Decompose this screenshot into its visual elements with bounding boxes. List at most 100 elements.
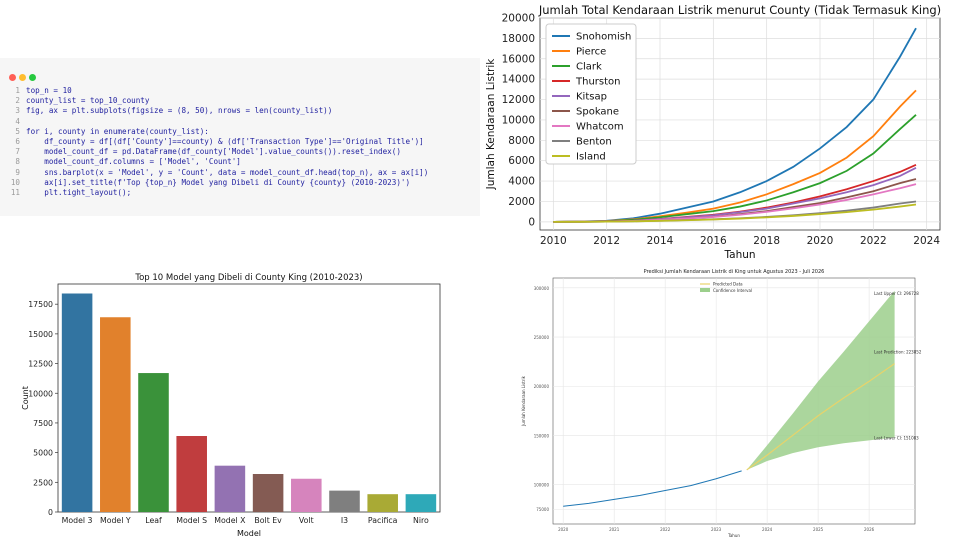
x-tick-label: Model Y (100, 516, 131, 525)
bar (367, 494, 398, 512)
legend-label: Spokane (576, 107, 619, 118)
bar (138, 373, 169, 512)
bar (405, 494, 437, 512)
x-tick-label: Model 3 (62, 516, 93, 525)
bar (291, 478, 322, 512)
y-tick-label: 10000 (502, 114, 535, 126)
y-tick-label: 100000 (534, 483, 550, 488)
code-line: 9 sns.barplot(x = 'Model', y = 'Count', … (8, 168, 428, 178)
x-tick-label: 2026 (864, 527, 875, 532)
y-tick-label: 8000 (508, 135, 535, 147)
code-text: model_count_df.columns = ['Model', 'Coun… (26, 157, 241, 167)
line-number: 7 (15, 147, 20, 157)
line-number: 3 (15, 106, 20, 116)
x-tick-label: Bolt Ev (254, 516, 282, 525)
y-axis-label: Jumlah Kendaraan Listrik (485, 58, 497, 191)
maximize-dot-icon (29, 74, 36, 81)
x-axis-label: Tahun (723, 249, 755, 261)
legend-label: Confidence Interval (713, 288, 752, 293)
y-tick-label: 6000 (508, 155, 535, 167)
y-tick-label: 300000 (534, 286, 550, 291)
line-number: 4 (15, 116, 20, 126)
x-tick-label: Model S (176, 516, 207, 525)
x-tick-label: 2010 (540, 235, 567, 247)
y-tick-label: 0 (528, 216, 535, 228)
y-tick-label: 12500 (28, 360, 53, 369)
code-text: ax[i].set_title(f'Top {top_n} Model yang… (26, 177, 411, 187)
y-tick-label: 200000 (534, 384, 550, 389)
y-tick-label: 10000 (28, 389, 53, 398)
code-text: sns.barplot(x = 'Model', y = 'Count', da… (26, 167, 429, 177)
y-tick-label: 15000 (28, 330, 53, 339)
prediction-line (746, 363, 895, 471)
x-tick-label: 2025 (813, 527, 824, 532)
legend-label: Whatcom (576, 122, 624, 133)
code-text: model_count_df = pd.DataFrame(df_county[… (26, 147, 401, 157)
y-tick-label: 7500 (33, 419, 53, 428)
bar (100, 317, 131, 512)
y-tick-label: 4000 (508, 176, 535, 188)
chart-title: Jumlah Total Kendaraan Listrik menurut C… (538, 3, 941, 17)
y-tick-label: 17500 (28, 300, 53, 309)
code-line: 7 model_count_df = pd.DataFrame(df_count… (8, 147, 428, 157)
minimize-dot-icon (19, 74, 26, 81)
line-number: 9 (15, 167, 20, 177)
bar (329, 490, 360, 512)
legend-label: Thurston (575, 77, 620, 88)
x-tick-label: 2024 (762, 527, 773, 532)
line-number: 10 (10, 177, 20, 187)
legend-label: Kitsap (576, 92, 607, 103)
y-axis-label: Count (21, 386, 30, 410)
x-tick-label: 2021 (609, 527, 620, 532)
confidence-band (746, 290, 895, 470)
line-number: 2 (15, 96, 20, 106)
code-line: 10 ax[i].set_title(f'Top {top_n} Model y… (8, 178, 428, 188)
x-tick-label: 2020 (558, 527, 569, 532)
window-dots (9, 66, 39, 85)
legend-label: Pierce (576, 47, 606, 58)
legend-label: Island (576, 152, 606, 163)
y-tick-label: 150000 (534, 433, 550, 438)
y-tick-label: 2000 (508, 196, 535, 208)
actual-line (563, 470, 742, 507)
code-text: df_county = df[(df['County']==county) & … (26, 137, 424, 147)
y-tick-label: 5000 (33, 449, 53, 458)
x-axis-label: Tahun (727, 533, 740, 538)
bar (252, 474, 284, 512)
legend-label: Benton (576, 137, 612, 148)
annotation: Last Prediction: 223852 (874, 350, 922, 355)
line-number: 5 (15, 126, 20, 136)
code-line: 4 (8, 117, 428, 127)
chart-title: Prediksi Jumlah Kendaraan Listrik di Kin… (644, 269, 825, 275)
code-line: 5 for i, county in enumerate(county_list)… (8, 127, 428, 137)
x-tick-label: 2022 (660, 527, 671, 532)
x-tick-label: Volt (299, 516, 314, 525)
x-tick-label: 2014 (647, 235, 674, 247)
x-tick-label: 2016 (700, 235, 727, 247)
x-tick-label: 2020 (807, 235, 834, 247)
code-text: top_n = 10 (26, 86, 72, 95)
code-text: plt.tight_layout(); (26, 188, 132, 198)
x-tick-label: 2018 (753, 235, 780, 247)
y-axis-label: Jumlah Kendaraan Listrik (521, 375, 526, 426)
x-tick-label: Niro (413, 516, 429, 525)
line-number: 11 (10, 188, 20, 198)
legend-label: Snohomish (576, 32, 631, 43)
y-tick-label: 16000 (502, 53, 535, 65)
series-line (553, 203, 917, 223)
legend-box (545, 23, 637, 165)
code-snippet-panel: 1 top_n = 10 2 county_list = top_10_county 3… (0, 58, 480, 216)
bar (61, 293, 93, 512)
code-text: county_list = top_10_county (26, 96, 150, 106)
bar (176, 436, 207, 512)
ev-by-county-line-chart: 0 2000 4000 6000 8000 10000 12000 14000 16000 180… (485, 3, 941, 261)
code-line: 3 fig, ax = plt.subplots(figsize = (8, 50… (8, 106, 428, 116)
y-tick-label: 18000 (502, 33, 535, 45)
x-tick-label: Model X (214, 516, 246, 525)
y-tick-label: 0 (48, 508, 53, 517)
legend-swatch (700, 288, 710, 292)
y-tick-label: 2500 (33, 478, 53, 487)
king-prediction-chart: 75000 100000 150000 200000 250000 300000 2020 2… (521, 269, 922, 538)
annotation: Last Lower CI: 151083 (874, 435, 919, 440)
code-text: fig, ax = plt.subplots(figsize = (8, 50)… (26, 106, 333, 116)
